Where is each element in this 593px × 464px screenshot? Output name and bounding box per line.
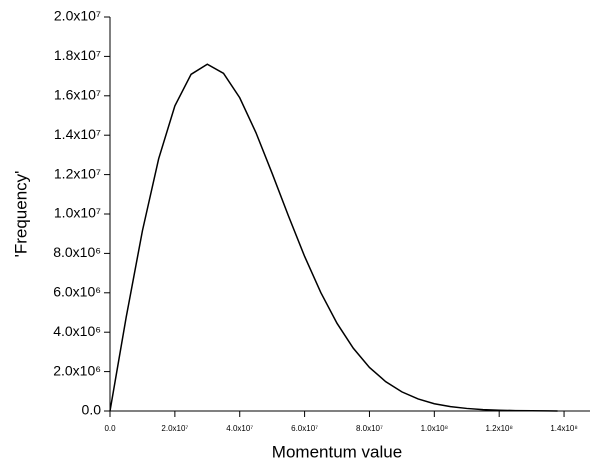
y-tick-label: 1.2x10⁷ <box>54 165 101 181</box>
y-tick-label: 1.8x10⁷ <box>54 47 101 63</box>
line-series <box>109 63 558 412</box>
x-tick-label: 1.0x10⁸ <box>421 424 448 433</box>
x-tick-label: 1.2x10⁸ <box>485 424 512 433</box>
y-tick-label: 2.0x10⁶ <box>53 362 101 378</box>
y-tick-label: 1.0x10⁷ <box>54 205 101 221</box>
x-tick-label: 6.0x10⁷ <box>291 424 318 433</box>
x-tick-label: 2.0x10⁷ <box>161 424 188 433</box>
y-tick-label: 0.0 <box>82 402 102 418</box>
y-tick-label: 1.4x10⁷ <box>54 126 101 142</box>
y-tick-label: 1.6x10⁷ <box>54 87 101 103</box>
y-axis-label: 'Frequency' <box>11 171 30 258</box>
y-tick-label: 4.0x10⁶ <box>53 323 101 339</box>
x-tick-label: 0.0 <box>104 424 116 433</box>
x-tick-label: 1.4x10⁸ <box>550 424 577 433</box>
y-tick-label: 8.0x10⁶ <box>53 244 101 260</box>
y-tick-label: 6.0x10⁶ <box>53 284 101 300</box>
x-tick-label: 8.0x10⁷ <box>356 424 383 433</box>
x-tick-label: 4.0x10⁷ <box>226 424 253 433</box>
y-tick-label: 2.0x10⁷ <box>54 8 101 24</box>
x-axis-label: Momentum value <box>272 442 402 461</box>
